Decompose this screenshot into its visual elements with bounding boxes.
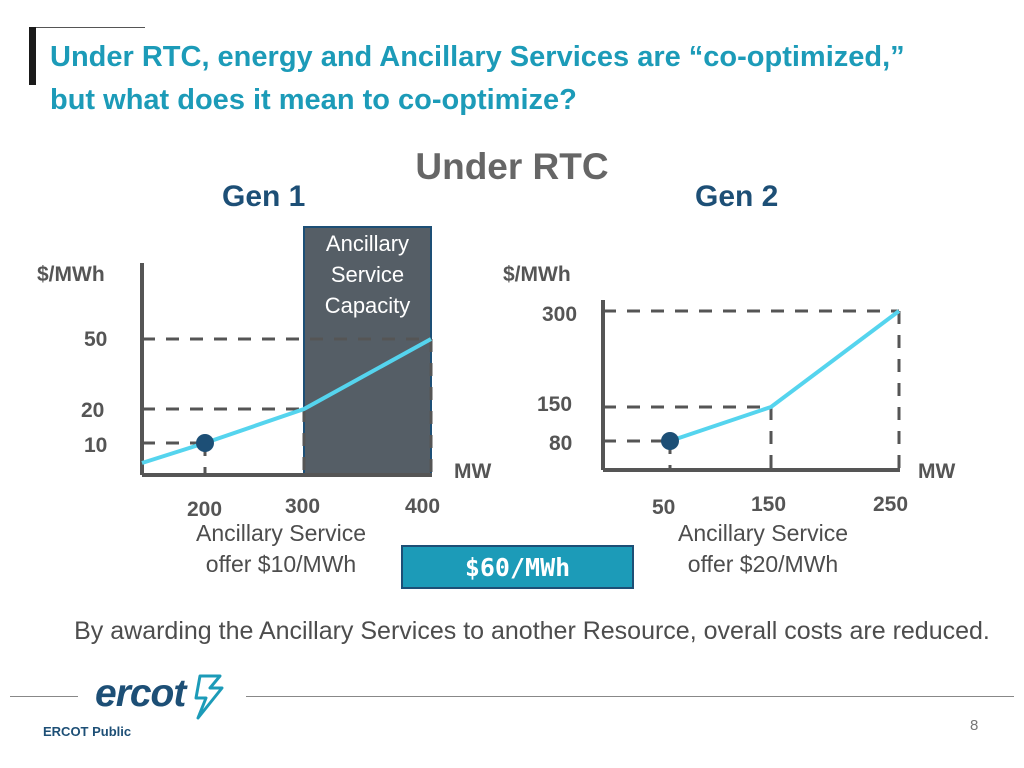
gen1-chart: $/MWh MW 50 20 10 200 300 400: [37, 226, 491, 521]
ancillary-service-capacity-label: Ancillary Service Capacity: [324, 231, 411, 318]
gen1-x-axis-label: MW: [454, 460, 491, 483]
gen1-chart-title: Gen 1: [222, 180, 306, 213]
gen1-y-tick-label: 10: [84, 434, 107, 457]
gen2-x-tick-label: 150: [751, 493, 786, 516]
gen1-x-tick-label: 400: [405, 495, 440, 518]
gen1-x-tick-label: 200: [187, 498, 222, 521]
title-accent-line: [29, 27, 145, 28]
gen2-x-tick-label: 50: [652, 496, 675, 519]
footer-rule-right: [246, 696, 1014, 697]
ercot-logo: ercot: [95, 672, 186, 715]
gen1-y-axis-label: $/MWh: [37, 263, 105, 286]
footer-rule-left: [10, 696, 78, 697]
gen1-x-tick-label: 300: [285, 495, 320, 518]
gen2-chart-title: Gen 2: [695, 180, 779, 213]
price-box: $60/MWh: [401, 545, 634, 589]
gen2-dispatch-point: [661, 432, 679, 450]
gen1-y-tick-label: 50: [84, 328, 107, 351]
gen1-caption: Ancillary Service offer $10/MWh: [176, 518, 386, 580]
gen1-caption-line: offer $10/MWh: [205, 551, 357, 577]
gen2-offer-curve: [669, 309, 901, 443]
slide-title: Under RTC, energy and Ancillary Services…: [50, 41, 905, 116]
gen2-x-axis-label: MW: [918, 460, 955, 483]
gen2-y-axis-label: $/MWh: [503, 263, 571, 286]
gen2-y-tick-label: 80: [549, 432, 572, 455]
title-accent-bar: [29, 27, 36, 85]
gen2-y-tick-label: 150: [537, 393, 572, 416]
gen1-offer-curve: [141, 337, 432, 465]
gen2-y-tick-label: 300: [542, 303, 577, 326]
ercot-bolt-icon: [194, 674, 224, 720]
gen1-caption-line: Ancillary Service: [196, 520, 366, 546]
gen2-caption-line: offer $20/MWh: [687, 551, 839, 577]
page-number: 8: [970, 717, 979, 734]
conclusion-text: By awarding the Ancillary Services to an…: [74, 617, 990, 645]
gen2-x-tick-label: 250: [873, 493, 908, 516]
footer-classification: ERCOT Public: [43, 724, 132, 739]
gen1-dispatch-point: [196, 434, 214, 452]
chart-group-heading: Under RTC: [415, 146, 609, 187]
gen2-caption-line: Ancillary Service: [678, 520, 848, 546]
gen2-chart: $/MWh MW 300 150 80 50 150 250: [503, 263, 955, 519]
gen2-caption: Ancillary Service offer $20/MWh: [658, 518, 868, 580]
gen1-y-tick-label: 20: [81, 399, 104, 422]
